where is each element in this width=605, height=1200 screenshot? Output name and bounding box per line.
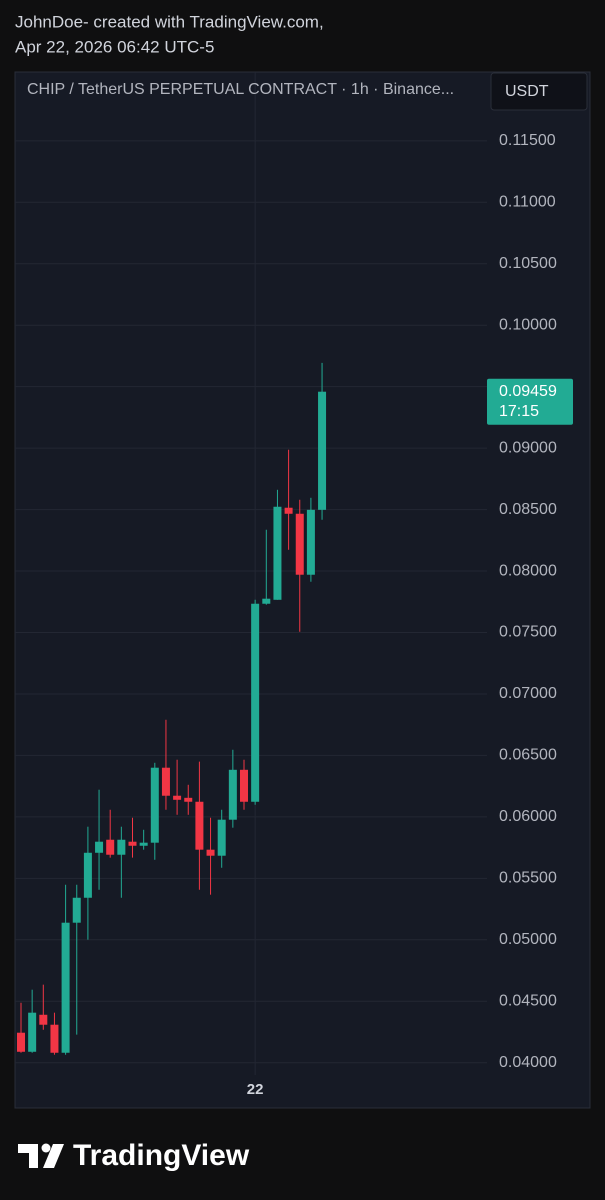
x-tick-label: 22 xyxy=(247,1081,264,1098)
y-tick-label: 0.09000 xyxy=(499,439,557,456)
candle-body xyxy=(83,852,92,898)
candle-body xyxy=(173,795,182,800)
candle-body xyxy=(150,767,159,843)
currency-label[interactable]: USDT xyxy=(505,83,549,100)
chart-title: CHIP / TetherUS PERPETUAL CONTRACT · 1h … xyxy=(27,81,454,98)
candle-body xyxy=(228,769,237,820)
brand: TradingView xyxy=(73,1139,250,1172)
y-tick-label: 0.05000 xyxy=(499,931,557,948)
candle-body xyxy=(262,598,271,604)
y-tick-label: 0.11500 xyxy=(499,132,556,149)
y-tick-label: 0.11000 xyxy=(499,194,556,211)
candle-body xyxy=(217,819,226,856)
logo-icon xyxy=(18,1144,38,1168)
y-tick-label: 0.07500 xyxy=(499,624,557,641)
candle-body xyxy=(161,767,170,796)
candle-body xyxy=(28,1012,37,1052)
candle-body xyxy=(128,841,137,846)
timestamp: Apr 22, 2026 06:42 UTC-5 xyxy=(15,37,214,56)
candle-body xyxy=(284,507,293,514)
credit: JohnDoe- created with TradingView.com, xyxy=(15,12,324,31)
y-tick-label: 0.04500 xyxy=(499,992,557,1009)
candle-body xyxy=(184,797,193,802)
candle-body xyxy=(195,801,204,850)
candle-body xyxy=(273,506,282,600)
candle-body xyxy=(61,922,70,1053)
candle-body xyxy=(240,769,248,802)
y-tick-label: 0.05500 xyxy=(499,870,557,887)
currency-button[interactable] xyxy=(490,72,588,111)
last-price-label: 0.09459 xyxy=(499,383,557,400)
y-tick-label: 0.08500 xyxy=(499,501,557,518)
candle-body xyxy=(306,509,315,575)
candle-body xyxy=(117,839,126,855)
y-tick-label: 0.06500 xyxy=(499,747,557,764)
y-tick-label: 0.10000 xyxy=(499,316,557,333)
logo-icon xyxy=(41,1143,51,1153)
candle-body xyxy=(95,841,104,853)
candle-body xyxy=(295,513,304,575)
y-tick-label: 0.06000 xyxy=(499,808,557,825)
plot: 0.115000.110000.105000.100000.095000.090… xyxy=(15,72,573,1098)
countdown-label: 17:15 xyxy=(499,403,539,420)
y-tick-label: 0.07000 xyxy=(499,685,557,702)
candle-body xyxy=(50,1024,59,1053)
y-tick-label: 0.08000 xyxy=(499,562,557,579)
y-tick-label: 0.10500 xyxy=(499,255,557,272)
logo: TradingView xyxy=(18,1139,250,1172)
last-price-box xyxy=(487,378,573,425)
candle-body xyxy=(17,1032,25,1052)
candle-body xyxy=(318,391,327,510)
logo-icon xyxy=(43,1144,64,1168)
y-tick-label: 0.04000 xyxy=(499,1054,557,1071)
candle-body xyxy=(206,849,215,856)
candle-body xyxy=(251,603,260,802)
candle-body xyxy=(106,839,115,855)
chart-panel xyxy=(14,71,591,1109)
candle-body xyxy=(139,842,148,846)
candle-body xyxy=(72,897,81,923)
candle-body xyxy=(39,1014,48,1025)
